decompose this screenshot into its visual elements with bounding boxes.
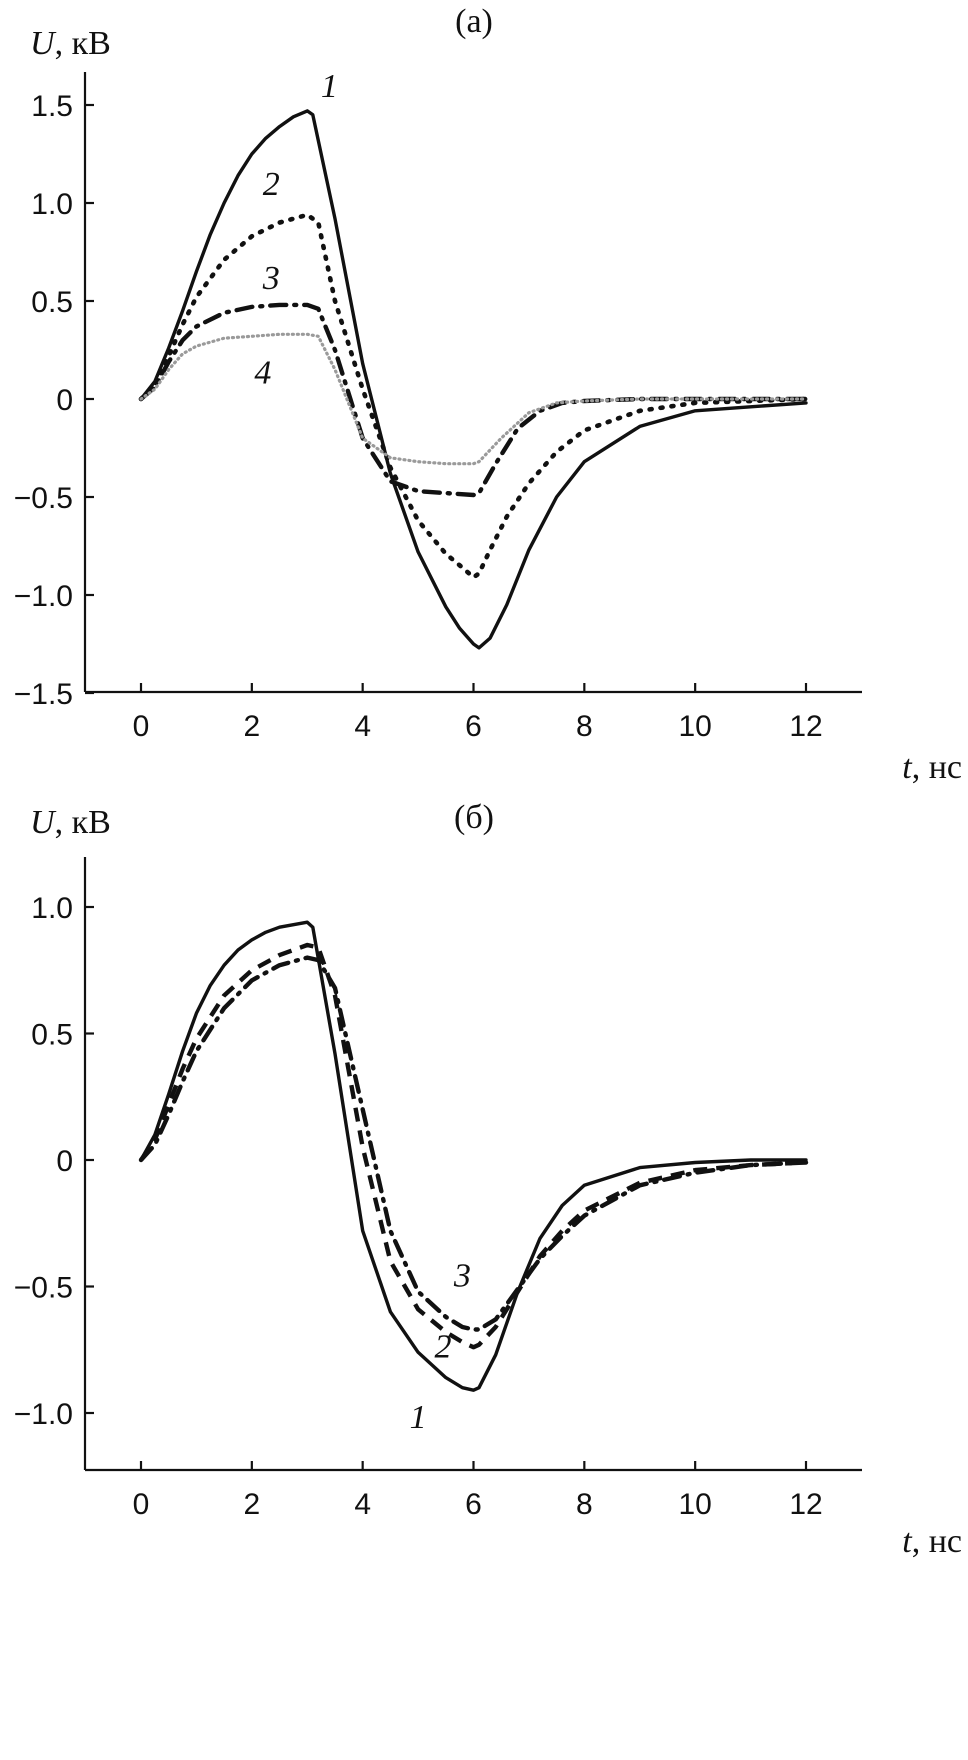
panel-a-series-3-line	[138, 302, 809, 498]
panel-b-y-tick-label: 0.5	[31, 1019, 73, 1052]
panel-a-xlabel-unit: , нс	[912, 749, 962, 786]
panel-a-y-tick-label: −1.0	[14, 580, 73, 613]
panel-b-y-tick-label: −0.5	[14, 1272, 73, 1305]
panel-b-series-3-line	[138, 955, 809, 1332]
panel-b-y-tick-label: −1.0	[14, 1398, 73, 1431]
panel-b-x-tick-label: 6	[465, 1488, 482, 1521]
panel-a-x-tick-label: 6	[465, 710, 482, 743]
panel-a-y-tick-label: −1.5	[14, 678, 73, 711]
panel-b-curve-label-2: 2	[435, 1328, 452, 1365]
panel-a-series-4-line	[139, 332, 808, 466]
panel-b-curve-label-3: 3	[453, 1258, 471, 1295]
panel-b-curve-label-1: 1	[410, 1399, 427, 1436]
panel-a-x-tick-label: 12	[789, 710, 822, 743]
panel-b-series-2-line	[139, 942, 807, 1350]
panel-b-xlabel-unit: , нс	[912, 1523, 962, 1560]
panel-a-y-tick-label: 0	[56, 384, 73, 417]
panel-b-xlabel: t, нс	[902, 1523, 962, 1560]
panel-a-xlabel: t, нс	[902, 749, 962, 786]
panel-b-y-tick-label: 1.0	[31, 892, 73, 925]
panel-a-series-1-line	[139, 109, 808, 650]
panel-b-x-tick-label: 8	[576, 1488, 593, 1521]
panel-a-y-tick-label: 1.5	[31, 90, 73, 123]
panel-a-ylabel-var: U	[30, 25, 57, 62]
panel-a-x-tick-label: 0	[133, 710, 150, 743]
panel-b-x-tick-label: 10	[678, 1488, 711, 1521]
panel-a-x-tick-label: 10	[678, 710, 711, 743]
panel-a-curve-label-3: 3	[262, 260, 280, 297]
panel-a-curve-label-1: 1	[321, 68, 338, 105]
panel-a-ylabel: U, кВ	[30, 25, 111, 62]
panel-b-ylabel: U, кВ	[30, 804, 111, 841]
panel-a: (a) U, кВ t, нс 0 2 4 6 8 10 12−1.5−1.0−0.500.…	[14, 3, 962, 786]
panel-b-x-tick-label: 12	[789, 1488, 822, 1521]
panel-b-y-tick-label: 0	[56, 1145, 73, 1178]
panel-a-y-tick-label: 0.5	[31, 286, 73, 319]
panel-a-xlabel-var: t	[902, 749, 913, 786]
panel-a-y-tick-label: −0.5	[14, 482, 73, 515]
panel-b-xlabel-var: t	[902, 1523, 913, 1560]
panel-a-y-tick-label: 1.0	[31, 188, 73, 221]
panel-a-curve-label-2: 2	[263, 166, 280, 203]
panel-a-title: (a)	[455, 3, 493, 40]
panel-a-series-2-line	[138, 212, 809, 580]
panel-a-x-tick-label: 8	[576, 710, 593, 743]
panel-a-x-tick-label: 2	[243, 710, 260, 743]
panel-a-curve-label-4: 4	[254, 354, 271, 391]
panel-a-x-tick-label: 4	[354, 710, 371, 743]
panel-b-ylabel-unit: , кВ	[55, 804, 111, 841]
panel-b-x-tick-label: 4	[354, 1488, 371, 1521]
panel-b-x-tick-label: 0	[133, 1488, 150, 1521]
panel-b: (б) U, кВ t, нс 0 2 4 6 8 10 12−1.0−0.500.51.0…	[14, 799, 962, 1560]
panel-b-x-tick-label: 2	[243, 1488, 260, 1521]
panel-b-ylabel-var: U	[30, 804, 57, 841]
panel-a-ylabel-unit: , кВ	[55, 25, 111, 62]
panel-b-series-1-line	[139, 920, 808, 1392]
panel-b-title: (б)	[454, 799, 494, 836]
